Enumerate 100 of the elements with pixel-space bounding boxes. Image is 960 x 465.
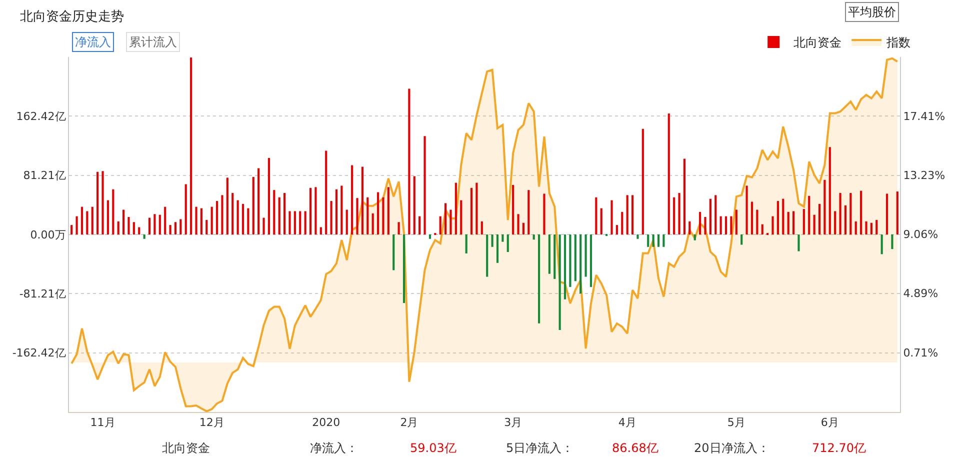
bar [792, 211, 795, 234]
bar [195, 206, 198, 234]
bar [761, 224, 764, 234]
x-tick-label: 11月 [90, 416, 116, 430]
bar [802, 209, 805, 234]
bar [776, 200, 779, 234]
text: 北向资金 [162, 441, 210, 455]
x-tick-label: 2月 [400, 416, 418, 430]
bar [532, 234, 535, 240]
bar [486, 234, 488, 277]
bar [772, 216, 774, 234]
bar [714, 195, 717, 234]
bar [886, 194, 888, 234]
bar [148, 218, 151, 234]
bar [236, 200, 239, 234]
bar [216, 200, 218, 234]
bar [616, 225, 618, 234]
bar [870, 222, 872, 234]
bar [80, 206, 84, 234]
bar [402, 234, 406, 303]
text: 净流入 [75, 35, 111, 49]
bar [610, 200, 613, 234]
bar [361, 166, 364, 234]
bar [574, 234, 576, 282]
bar [880, 234, 883, 254]
text: 86.68亿 [612, 441, 658, 455]
bar [740, 234, 743, 245]
bar [242, 204, 244, 234]
bar [132, 222, 135, 234]
bar [558, 234, 561, 330]
y-tick-label: -162.42亿 [12, 346, 66, 360]
bar [818, 204, 821, 234]
bar [351, 165, 354, 234]
bar [704, 217, 706, 234]
bar [86, 211, 88, 234]
text: 5日净流入： [506, 441, 574, 455]
bar [491, 234, 494, 247]
bar [138, 227, 140, 234]
bar [288, 211, 291, 234]
bar [626, 195, 628, 234]
bar [683, 158, 686, 234]
bar [522, 222, 524, 234]
bar [372, 213, 374, 234]
bar [502, 234, 504, 242]
bar [460, 200, 462, 234]
bar [424, 136, 426, 234]
bar [252, 176, 254, 234]
bar [356, 198, 358, 234]
bar [258, 168, 260, 234]
bar [584, 234, 587, 277]
text: 712.70亿 [812, 441, 866, 455]
bar [304, 211, 306, 234]
bar [642, 128, 644, 234]
y-tick-label: 0.00万 [30, 228, 66, 242]
bar [294, 211, 296, 234]
bar [398, 222, 400, 234]
bar [662, 234, 665, 247]
bar [876, 220, 878, 234]
bar [418, 216, 421, 234]
bar [226, 178, 228, 234]
x-tick-label: 12月 [199, 416, 224, 430]
bar [450, 210, 452, 234]
bar [854, 221, 857, 234]
y-tick-label: 162.42亿 [16, 110, 66, 124]
bar [480, 221, 483, 234]
text: 平均股价 [848, 5, 896, 19]
bar [798, 234, 800, 252]
bar [528, 190, 530, 234]
x-tick-label: 2020 [312, 416, 340, 430]
bar [268, 158, 270, 234]
bar [709, 198, 712, 234]
bar [834, 211, 836, 234]
bar [164, 206, 166, 234]
bar [180, 219, 182, 234]
bar [595, 197, 598, 234]
bar [366, 197, 369, 234]
bar [278, 197, 280, 234]
x-tick-label: 6月 [820, 416, 839, 430]
bar [865, 221, 868, 234]
bar [860, 190, 862, 234]
bar [735, 210, 738, 234]
bar [117, 221, 120, 234]
bar [652, 234, 654, 247]
bar [387, 187, 390, 234]
bar [96, 172, 99, 234]
bar [720, 216, 722, 234]
bar [284, 192, 286, 234]
bar [346, 210, 348, 234]
bar [184, 184, 187, 234]
bar [408, 88, 410, 234]
bar [724, 216, 728, 234]
bar [70, 225, 73, 234]
bar [476, 182, 478, 234]
text: 20日净流入： [694, 441, 770, 455]
bar [273, 190, 276, 234]
bar [808, 196, 810, 234]
bar [325, 150, 328, 234]
bar [590, 234, 592, 287]
legend-label: 指数 [886, 36, 911, 50]
bar [517, 214, 520, 234]
